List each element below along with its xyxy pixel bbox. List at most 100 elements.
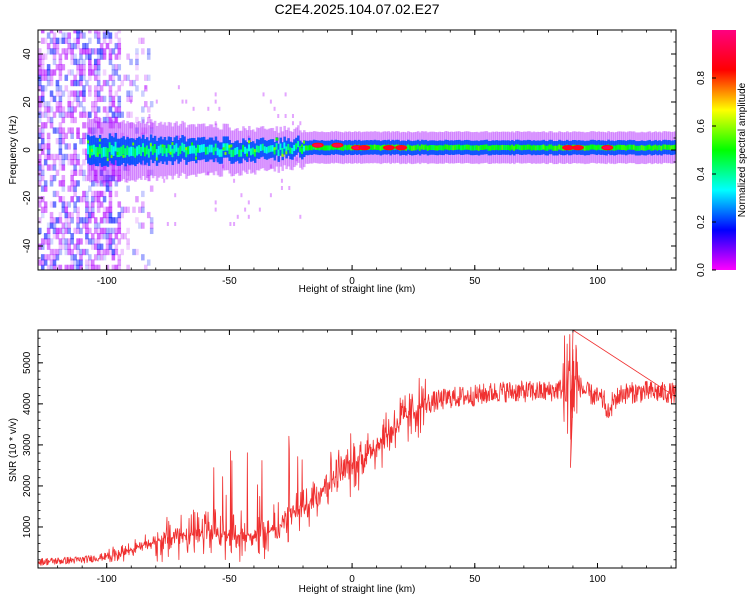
spectrogram-ridge-center xyxy=(666,144,669,150)
spectrogram-noise-cell xyxy=(96,85,101,92)
spectrogram-noise-cell xyxy=(149,169,154,176)
spectrogram-noise-cell xyxy=(46,48,51,55)
spectrogram-noise-cell xyxy=(93,116,98,124)
spectrogram-noise-cell xyxy=(52,48,57,55)
spectrogram-ridge-center xyxy=(142,143,145,153)
spectrogram-noise-cell xyxy=(123,233,127,240)
spectrogram-ridge-center xyxy=(283,142,286,149)
spectrogram-noise-cell xyxy=(105,211,110,219)
spectrogram-noise-cell xyxy=(102,30,107,34)
spectrogram-noise-cell xyxy=(40,164,45,171)
spectrogram-ridge-center xyxy=(524,145,528,151)
spectrogram-noise-cell xyxy=(96,69,101,76)
spectrogram-noise-cell xyxy=(280,186,283,190)
spectrogram-ridge-center xyxy=(556,145,559,151)
spectrogram-noise-cell xyxy=(85,174,89,182)
spectrogram-ridge-center xyxy=(617,144,620,150)
spectrogram-noise-cell xyxy=(58,106,63,113)
spectrogram-speckle xyxy=(281,153,285,157)
spectrogram-noise-cell xyxy=(108,180,113,187)
spectrogram-noise-cell xyxy=(82,122,86,129)
spectrogram-noise-cell xyxy=(70,174,74,182)
spectrogram-noise-cell xyxy=(70,248,74,256)
spectrogram-noise-cell xyxy=(111,217,116,224)
spectrogram-ridge-center xyxy=(222,143,226,151)
spectrogram-ridge-center xyxy=(640,145,644,151)
spectrogram-noise-cell xyxy=(64,222,69,229)
spectrogram-noise-cell xyxy=(102,217,107,224)
spectrogram-ridge-center xyxy=(497,145,500,151)
spectrogram-ridge-center xyxy=(458,144,461,150)
spectrogram-ridge-center xyxy=(147,148,151,158)
spectrogram-ylabel: Frequency (Hz) xyxy=(8,116,19,185)
spectrogram-noise-cell xyxy=(38,201,42,208)
spectrogram-ridge-center xyxy=(324,145,328,151)
spectrogram-noise-cell xyxy=(64,201,69,208)
spectrogram-noise-cell xyxy=(114,64,119,71)
spectrogram-ridge-center xyxy=(228,146,231,155)
spectrogram-noise-cell xyxy=(108,32,113,39)
spectrogram-noise-cell xyxy=(284,114,287,118)
spectrogram-noise-cell xyxy=(102,248,107,256)
spectrogram-noise-cell xyxy=(96,106,101,113)
spectrogram-ridge-center xyxy=(371,144,375,151)
spectrogram-noise-cell xyxy=(146,48,151,55)
spectrogram-noise-cell xyxy=(82,196,86,203)
spectrogram-speckle xyxy=(185,147,189,151)
spectrogram-noise-cell xyxy=(70,217,74,224)
spectrogram-noise-cell xyxy=(96,238,101,245)
spectrogram-noise-cell xyxy=(38,243,42,250)
spectrogram-noise-cell xyxy=(88,74,92,81)
spectrogram-ridge-center xyxy=(438,145,442,151)
spectrogram-noise-cell xyxy=(141,222,145,229)
spectrogram-noise-cell xyxy=(105,116,110,124)
spectrogram-noise-cell xyxy=(277,114,280,118)
spectrogram-ridge-center xyxy=(191,145,194,154)
spectrogram-noise-cell xyxy=(105,206,110,213)
spectrogram-ridge-center xyxy=(138,145,141,155)
spectrogram-noise-cell xyxy=(67,248,71,256)
spectrogram-noise-cell xyxy=(105,185,110,192)
spectrogram-noise-cell xyxy=(61,64,66,71)
spectrogram-noise-cell xyxy=(247,214,250,219)
spectrogram-speckle xyxy=(98,138,102,142)
spectrogram-noise-cell xyxy=(117,264,122,270)
spectrogram-noise-cell xyxy=(38,69,42,76)
spectrogram-noise-cell xyxy=(130,99,133,104)
spectrogram-noise-cell xyxy=(96,32,101,39)
spectrogram-noise-cell xyxy=(40,264,45,270)
spectrogram-noise-cell xyxy=(88,30,92,34)
spectrogram-noise-cell xyxy=(88,211,92,219)
spectrogram-speckle xyxy=(224,151,228,155)
spectrogram-speckle xyxy=(248,140,252,144)
colorbar-tick-label: 0.8 xyxy=(696,71,707,85)
spectrogram-noise-cell xyxy=(67,101,71,108)
spectrogram-noise-cell xyxy=(82,74,86,81)
spectrogram-noise-cell xyxy=(102,79,107,87)
spectrogram-noise-cell xyxy=(111,116,116,124)
spectrogram-noise-cell xyxy=(93,48,98,55)
spectrogram-ridge-center xyxy=(515,144,518,150)
spectrogram-noise-cell xyxy=(76,95,80,103)
spectrogram-ridge-center xyxy=(301,148,304,154)
spectrogram-ridge-center xyxy=(175,143,178,152)
spectrogram-ridge-center xyxy=(153,144,157,153)
x-tick-label: 50 xyxy=(469,276,481,287)
spectrogram-ridge-center xyxy=(632,144,636,150)
spectrogram-noise-cell xyxy=(61,233,66,240)
spectrogram-ridge-center xyxy=(89,145,92,156)
spectrogram-ridge-center xyxy=(467,144,471,150)
spectrogram-noise-cell xyxy=(49,37,54,44)
spectrogram-noise-cell xyxy=(58,74,63,81)
spectrogram-noise-cell xyxy=(85,206,89,213)
spectrogram-noise-cell xyxy=(40,185,45,192)
spectrogram-noise-cell xyxy=(61,159,66,166)
spectrogram-ridge-center xyxy=(169,144,173,154)
spectrogram-noise-cell xyxy=(58,211,63,219)
spectrogram-noise-cell xyxy=(117,85,122,92)
spectrogram-ridge-center xyxy=(554,145,557,151)
spectrogram-noise-cell xyxy=(67,159,71,166)
spectrogram-noise-cell xyxy=(40,138,45,145)
spectrogram-noise-cell xyxy=(58,64,63,71)
spectrogram-hotspot-core xyxy=(384,146,394,150)
